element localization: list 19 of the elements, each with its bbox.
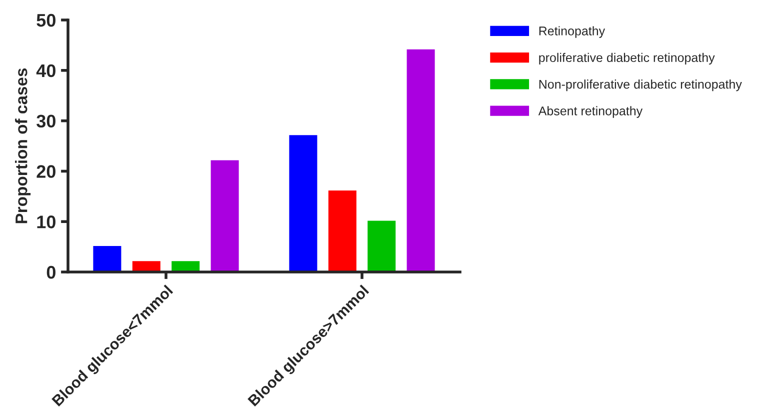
bar bbox=[209, 158, 240, 272]
bar bbox=[131, 260, 162, 272]
legend-label: proliferative diabetic retinopathy bbox=[539, 52, 715, 65]
y-tick-label: 40 bbox=[36, 64, 56, 78]
bar bbox=[405, 48, 436, 272]
bar bbox=[327, 189, 358, 272]
y-tick-label: 0 bbox=[46, 266, 56, 279]
bar bbox=[92, 244, 123, 272]
y-axis-title: Proportion of cases bbox=[15, 68, 31, 224]
legend-label: Absent retinopathy bbox=[538, 106, 643, 118]
y-tick-label: 50 bbox=[36, 14, 56, 27]
bar bbox=[288, 134, 319, 272]
bar bbox=[366, 219, 397, 272]
y-tick-label: 30 bbox=[36, 114, 56, 128]
y-tick-label: 20 bbox=[36, 165, 56, 178]
y-tick-label: 10 bbox=[37, 216, 56, 228]
bar bbox=[170, 260, 201, 272]
legend-label: Retinopathy bbox=[539, 26, 606, 38]
legend-label: Non-proliferative diabetic retinopathy bbox=[539, 80, 742, 92]
